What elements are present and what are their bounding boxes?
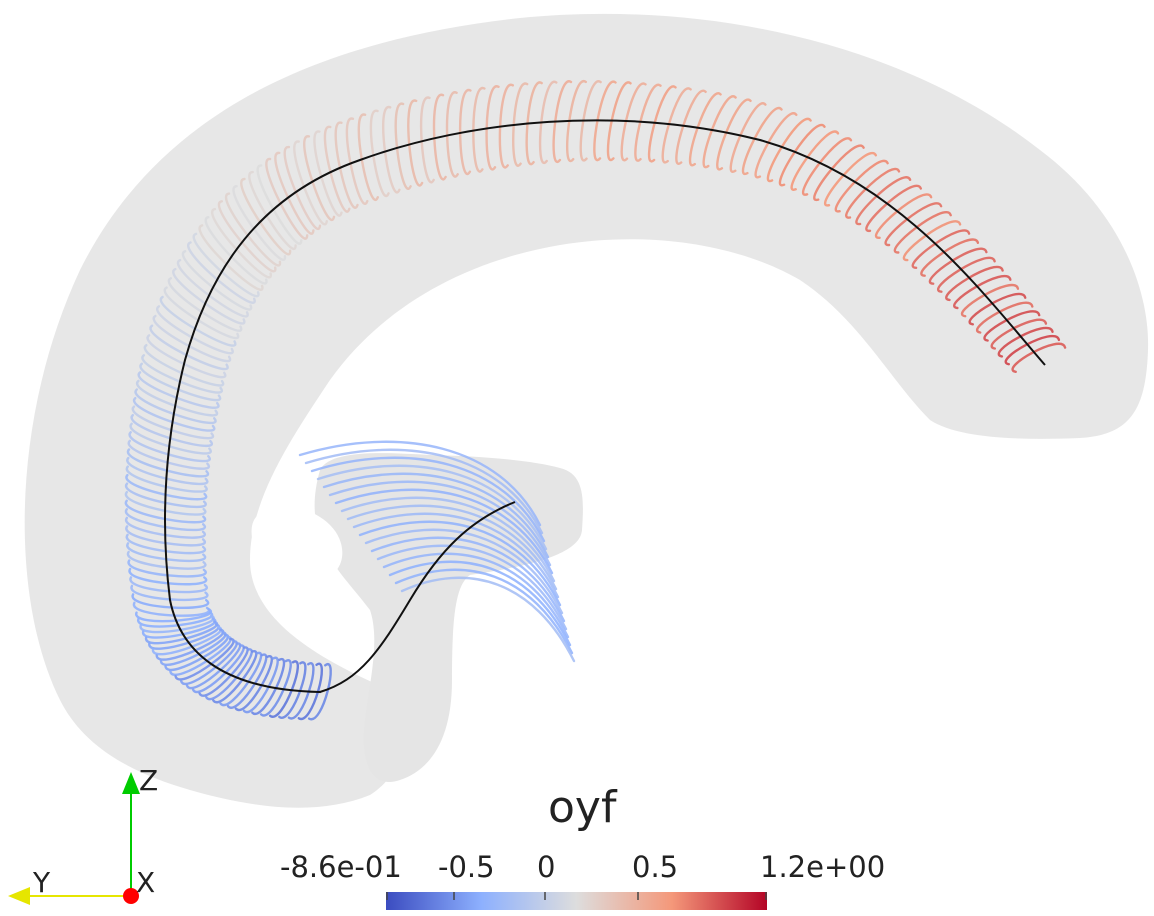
y-axis-label: Y — [33, 866, 50, 899]
scalar-bar-colormap — [386, 892, 767, 910]
z-axis-label: Z — [139, 764, 158, 797]
scalar-bar-title: oyf — [548, 782, 616, 833]
scalar-bar-max-label: 1.2e+00 — [760, 850, 885, 884]
y-axis-arrow-icon — [8, 887, 30, 905]
scalar-bar-min-label: -8.6e-01 — [280, 850, 402, 884]
scalar-bar-tick-label: -0.5 — [438, 850, 495, 884]
scalar-bar-tick-label: 0 — [537, 850, 555, 884]
z-axis-arrow-icon — [122, 772, 140, 794]
scalar-bar-tick-label: 0.5 — [632, 850, 678, 884]
x-axis-label: X — [136, 866, 155, 899]
